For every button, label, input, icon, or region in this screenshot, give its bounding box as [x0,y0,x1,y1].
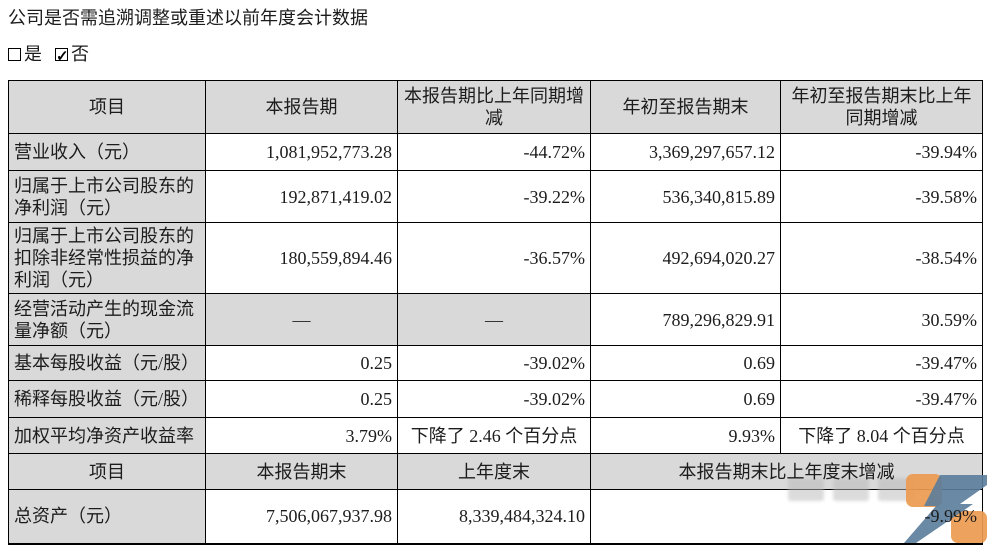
cell-current: 0.25 [205,345,398,381]
cell-change-text: -9.99% [924,506,978,527]
cell-yoy: -39.02% [397,380,591,418]
cell-current: 180,559,894.46 [205,222,398,294]
cell-ytd-yoy: -39.94% [780,133,983,171]
col-header-ytd-vs-prior: 年初至报告期末比上年同期增减 [780,80,983,134]
col-header-change-vs-prior-year-end: 本报告期末比上年度末增减 [590,453,983,490]
table-row-basic-eps: 基本每股收益（元/股） 0.25 -39.02% 0.69 -39.47% [8,345,983,381]
cell-yoy: -44.72% [397,133,591,171]
table-header-row-2: 项目 本报告期末 上年度末 本报告期末比上年度末增减 [8,453,983,490]
row-label: 归属于上市公司股东的扣除非经常性损益的净利润（元） [8,222,206,294]
table-row-diluted-eps: 稀释每股收益（元/股） 0.25 -39.02% 0.69 -39.47% [8,380,983,418]
col-header-item-2: 项目 [8,453,206,490]
cell-current: 0.25 [205,380,398,418]
table-row-deducted-net-profit: 归属于上市公司股东的扣除非经常性损益的净利润（元） 180,559,894.46… [8,222,983,294]
row-label: 经营活动产生的现金流量净额（元） [8,293,206,346]
table-row-net-profit: 归属于上市公司股东的净利润（元） 192,871,419.02 -39.22% … [8,170,983,223]
table-row-total-assets: 总资产（元） 7,506,067,937.98 8,339,484,324.10… [8,489,983,545]
col-header-prior-year-end: 上年度末 [397,453,591,490]
choice-no-label: 否 [71,44,89,64]
cell-ytd-yoy: -39.58% [780,170,983,223]
cell-yoy: -39.02% [397,345,591,381]
page-title: 公司是否需追溯调整或重述以前年度会计数据 [8,8,368,28]
cell-ytd: 536,340,815.89 [590,170,781,223]
choice-no[interactable]: 否 [55,42,89,69]
cell-yoy: -39.22% [397,170,591,223]
row-label: 归属于上市公司股东的净利润（元） [8,170,206,223]
col-header-period-end: 本报告期末 [205,453,398,490]
cell-ytd-yoy: 下降了 8.04 个百分点 [780,417,983,454]
table-row-weighted-roe: 加权平均净资产收益率 3.79% 下降了 2.46 个百分点 9.93% 下降了… [8,417,983,454]
table-row-operating-cash-flow: 经营活动产生的现金流量净额（元） — — 789,296,829.91 30.5… [8,293,983,346]
cell-current: 1,081,952,773.28 [205,133,398,171]
cell-yoy: 下降了 2.46 个百分点 [397,417,591,454]
cell-ytd-yoy: -38.54% [780,222,983,294]
col-header-current-period: 本报告期 [205,80,398,134]
col-header-ytd: 年初至报告期末 [590,80,781,134]
row-label: 加权平均净资产收益率 [8,417,206,454]
cell-current-dash: — [205,293,398,346]
checkbox-no-icon[interactable] [55,45,69,69]
choice-yes[interactable]: 是 [8,42,42,66]
row-label: 营业收入（元） [8,133,206,171]
cell-current: 192,871,419.02 [205,170,398,223]
cell-ytd: 9.93% [590,417,781,454]
col-header-current-vs-prior: 本报告期比上年同期增减 [397,80,591,134]
key-financials-table: 项目 本报告期 本报告期比上年同期增减 年初至报告期末 年初至报告期末比上年同期… [8,80,983,545]
cell-prior-year-end: 8,339,484,324.10 [397,489,591,545]
table-header-row-1: 项目 本报告期 本报告期比上年同期增减 年初至报告期末 年初至报告期末比上年同期… [8,80,983,134]
cell-current: 3.79% [205,417,398,454]
col-header-change-text: 本报告期末比上年度末增减 [678,461,895,482]
cell-ytd: 3,369,297,657.12 [590,133,781,171]
row-label: 总资产（元） [8,489,206,545]
cell-period-end: 7,506,067,937.98 [205,489,398,545]
table-row-revenue: 营业收入（元） 1,081,952,773.28 -44.72% 3,369,2… [8,133,983,171]
row-label: 稀释每股收益（元/股） [8,380,206,418]
cell-ytd: 492,694,020.27 [590,222,781,294]
cell-ytd: 0.69 [590,345,781,381]
row-label: 基本每股收益（元/股） [8,345,206,381]
choice-yes-label: 是 [24,44,42,64]
cell-ytd: 0.69 [590,380,781,418]
checkbox-yes-icon[interactable] [8,47,21,61]
cell-ytd-yoy: -39.47% [780,380,983,418]
cell-yoy-dash: — [397,293,591,346]
cell-change: -9.99% [590,489,983,545]
col-header-item: 项目 [8,80,206,134]
cell-ytd-yoy: -39.47% [780,345,983,381]
cell-yoy: -36.57% [397,222,591,294]
cell-ytd-yoy: 30.59% [780,293,983,346]
cell-ytd: 789,296,829.91 [590,293,781,346]
restatement-choice-group: 是 否 [8,42,89,69]
